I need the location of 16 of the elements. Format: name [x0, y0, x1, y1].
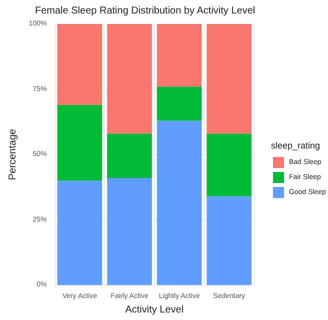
legend-title: sleep_rating: [271, 140, 320, 150]
bar: [206, 134, 252, 196]
bar: [206, 24, 252, 134]
bar: [57, 24, 102, 105]
chart-title: Female Sleep Rating Distribution by Activity Level: [35, 6, 256, 16]
bar: [156, 24, 202, 87]
bar: [206, 196, 252, 285]
bar: [107, 24, 152, 134]
x-axis-title: Activity Level: [125, 304, 184, 316]
bar: [107, 178, 152, 285]
bar: [57, 180, 102, 285]
y-axis-title: Percentage: [8, 128, 18, 180]
bar: [57, 104, 102, 181]
bar: [156, 120, 202, 285]
bar: [107, 134, 152, 178]
bar: [156, 86, 202, 121]
